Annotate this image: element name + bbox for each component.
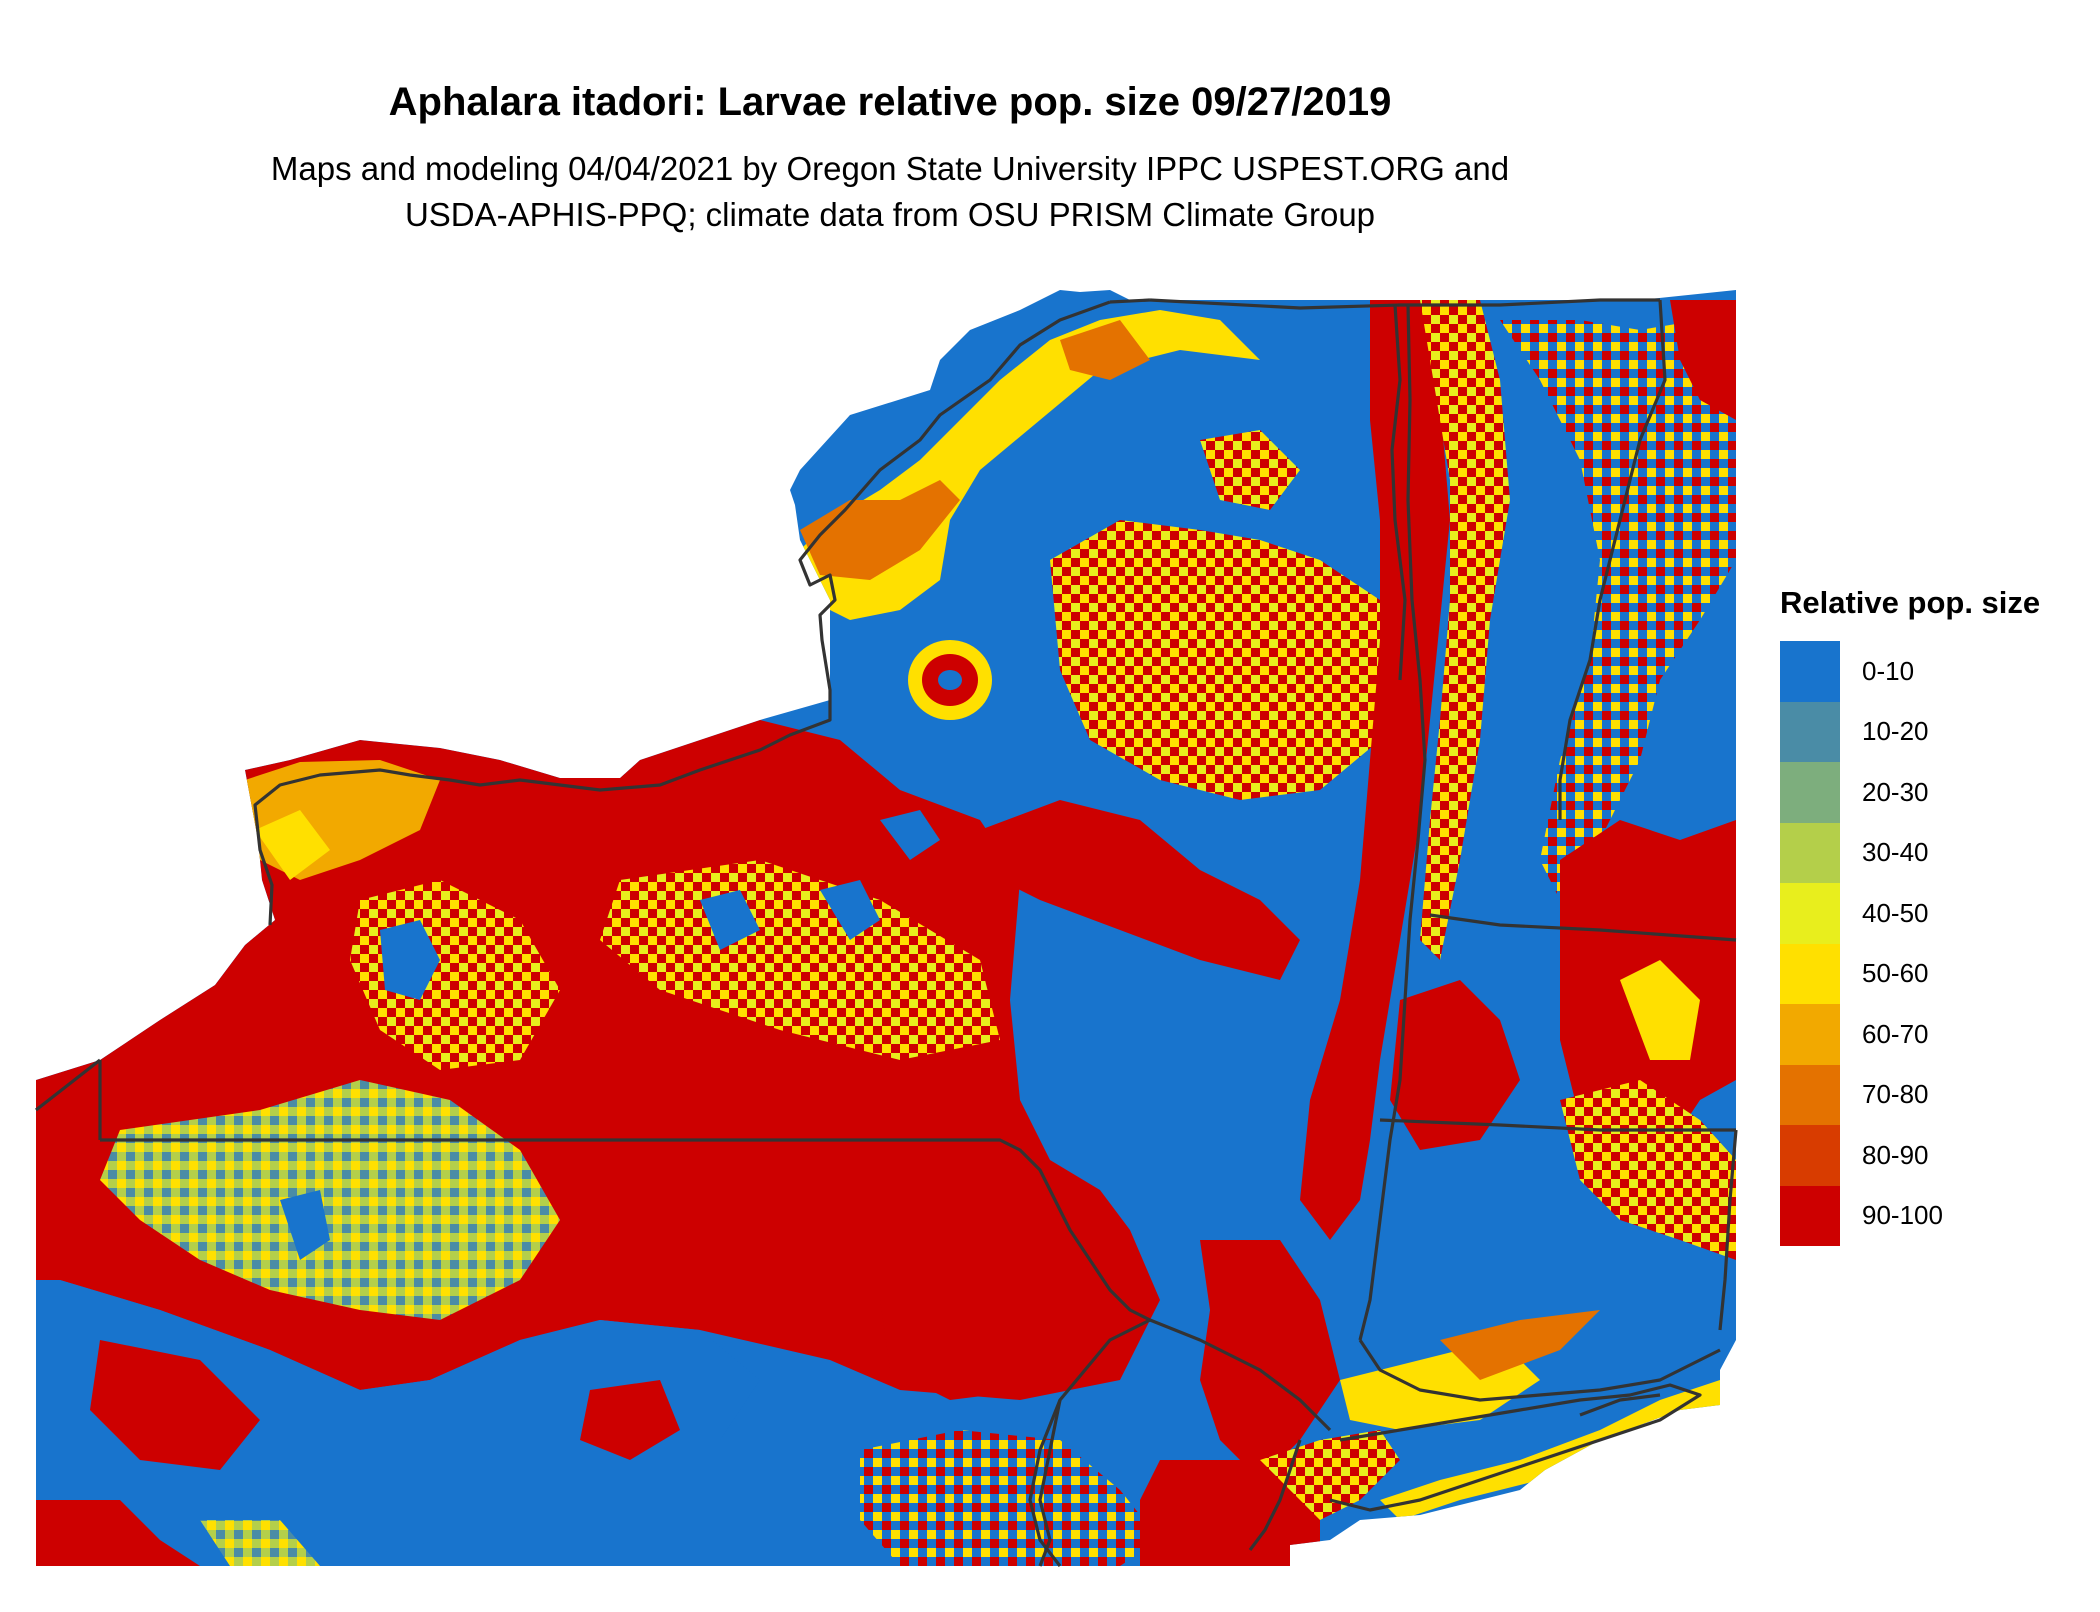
legend-title: Relative pop. size <box>1780 585 2041 620</box>
blue-patch-5 <box>700 890 760 950</box>
legend-row: 50-60 <box>1780 943 2090 1004</box>
legend-row: 40-50 <box>1780 883 2090 944</box>
legend-swatch <box>1780 883 1840 944</box>
region-red-hudson-corridor <box>1300 300 1450 1240</box>
region-class-50-60-lake-erie <box>255 810 330 880</box>
legend-row: 20-30 <box>1780 762 2090 823</box>
region-red-ne-corner <box>1670 300 1736 420</box>
legend-label: 10-20 <box>1862 716 1929 747</box>
legend-row: 90-100 <box>1780 1185 2090 1246</box>
outline-lake-champlain <box>1390 304 1407 681</box>
region-red-lower-hudson <box>1200 1240 1340 1480</box>
blob-ring-core <box>938 670 962 690</box>
state-boundaries <box>35 298 1738 1567</box>
outline-long-island-fork <box>1579 1393 1661 1417</box>
blue-patch-4 <box>880 810 940 860</box>
legend-row: 10-20 <box>1780 701 2090 762</box>
legend-label: 30-40 <box>1862 837 1929 868</box>
border-ny-pa <box>100 1138 1151 1322</box>
legend-row: 0-10 <box>1780 641 2090 702</box>
legend: Relative pop. size 0-10 10-20 20-30 30-40 40… <box>1780 585 2090 1246</box>
subtitle-line-1: Maps and modeling 04/04/2021 by Oregon S… <box>270 150 1510 187</box>
region-red-central-pa <box>880 1260 1080 1400</box>
legend-row: 80-90 <box>1780 1125 2090 1186</box>
legend-swatch <box>1780 943 1840 1004</box>
legend-label: 40-50 <box>1862 897 1929 928</box>
subtitle-line-2: USDA-APHIS-PPQ; climate data from OSU PR… <box>404 196 1376 233</box>
legend-swatch <box>1780 762 1840 823</box>
legend-swatch <box>1780 822 1840 883</box>
region-red-mohawk <box>980 800 1300 980</box>
region-orange-st-lawrence <box>1060 320 1150 380</box>
region-mixed-adirondacks <box>1050 520 1400 800</box>
border-ct-ri <box>1718 1129 1738 1331</box>
border-canada-ny <box>1149 298 1660 310</box>
border-vt-nh <box>1558 299 1667 820</box>
outline-long-island <box>1329 1383 1702 1512</box>
border-lake-erie-pa <box>35 1058 101 1112</box>
legend-label: 20-30 <box>1862 776 1929 807</box>
region-mixed-hudson-east <box>1420 300 1510 960</box>
border-ct-ma <box>1379 1118 1736 1132</box>
border-ny-east <box>1358 304 1427 1341</box>
region-orange-ct-coast <box>1440 1310 1600 1380</box>
legend-label: 50-60 <box>1862 958 1929 989</box>
border-ny-nj <box>1149 1318 1332 1432</box>
legend-label: 60-70 <box>1862 1018 1929 1049</box>
region-orange-oswego <box>800 480 960 580</box>
border-ma-north <box>1429 913 1737 942</box>
outline-nyc-harbor <box>1248 1439 1302 1551</box>
legend-swatch <box>1780 1185 1840 1246</box>
region-mixed-se-pa <box>860 1430 1160 1566</box>
border-st-lawrence-west <box>1109 298 1151 304</box>
legend-row: 70-80 <box>1780 1064 2090 1125</box>
legend-label: 0-10 <box>1862 655 1915 686</box>
legend-swatch <box>1780 701 1840 762</box>
map-title: Aphalara itadori: Larvae relative pop. s… <box>388 80 1392 124</box>
region-red-sw-corner <box>36 1500 200 1566</box>
legend-swatch <box>1780 641 1840 702</box>
region-mixed-finger-lakes-south <box>600 860 1000 1060</box>
region-mixed-adirondacks-north <box>1200 430 1300 510</box>
blue-patch-1 <box>380 920 440 1000</box>
border-ct-coast <box>1358 1339 1721 1402</box>
outline-nj-west <box>1028 1399 1062 1567</box>
legend-label: 70-80 <box>1862 1079 1929 1110</box>
map-subtitle: Maps and modeling 04/04/2021 by Oregon S… <box>0 146 1780 238</box>
region-mixed-ct <box>1560 1080 1736 1260</box>
region-red-catskill-east <box>1390 980 1520 1150</box>
blue-patch-3 <box>820 880 880 940</box>
legend-label: 80-90 <box>1862 1139 1929 1170</box>
border-lake-ontario-shore <box>253 300 1111 926</box>
legend-swatch <box>1780 1064 1840 1125</box>
border-pa-nj-delaware <box>1038 1318 1151 1567</box>
legend-items: 0-10 10-20 20-30 30-40 40-50 50-60 60-70 70-80 8… <box>1780 641 2090 1246</box>
legend-label: 90-100 <box>1862 1200 1943 1231</box>
region-class-0-10-south-pa <box>36 1280 760 1566</box>
region-red-south-pa-2 <box>580 1380 680 1460</box>
region-mixed-vermont <box>1500 320 1736 900</box>
blue-patch-2 <box>280 1190 330 1260</box>
legend-swatch <box>1780 1125 1840 1186</box>
region-yellow-berkshires <box>1620 960 1700 1060</box>
legend-row: 30-40 <box>1780 822 2090 883</box>
region-mixed-sw-south <box>200 1520 320 1566</box>
legend-row: 60-70 <box>1780 1004 2090 1065</box>
legend-swatch <box>1780 1004 1840 1065</box>
raster-layer <box>36 290 1736 1566</box>
region-red-nj-south <box>1140 1460 1320 1566</box>
region-red-south-pa-1 <box>90 1340 260 1470</box>
